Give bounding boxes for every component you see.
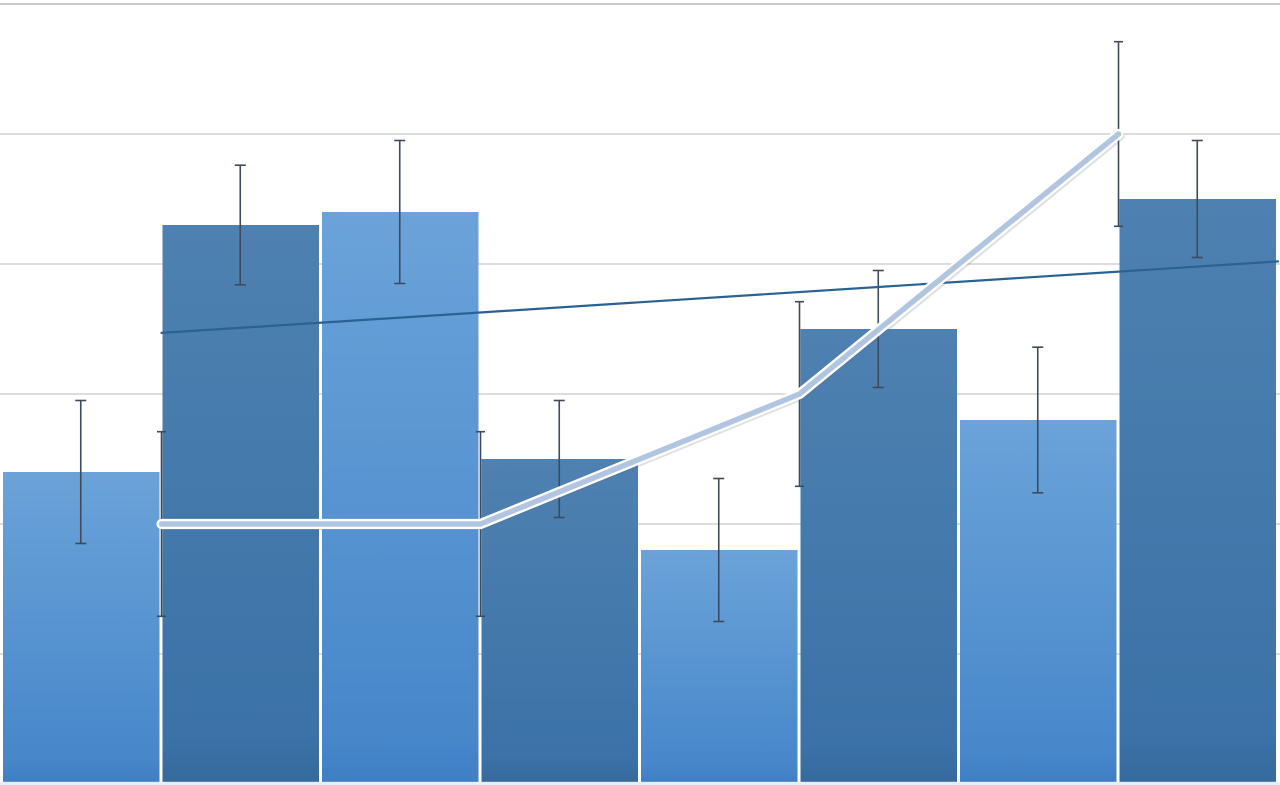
bar-error [75,399,87,545]
bar-error [394,139,406,285]
bar-error [1191,139,1203,259]
bar-error [234,164,246,286]
bar-error [553,399,565,519]
bar [162,225,319,782]
baseline-strip [0,781,1280,785]
bar [800,329,957,782]
trend-baseline-line [160,260,1280,334]
bar-error [1032,346,1044,494]
bar [322,212,479,782]
bar-error [713,477,725,623]
trend-strong-line [158,131,1122,527]
bar [1119,199,1276,782]
